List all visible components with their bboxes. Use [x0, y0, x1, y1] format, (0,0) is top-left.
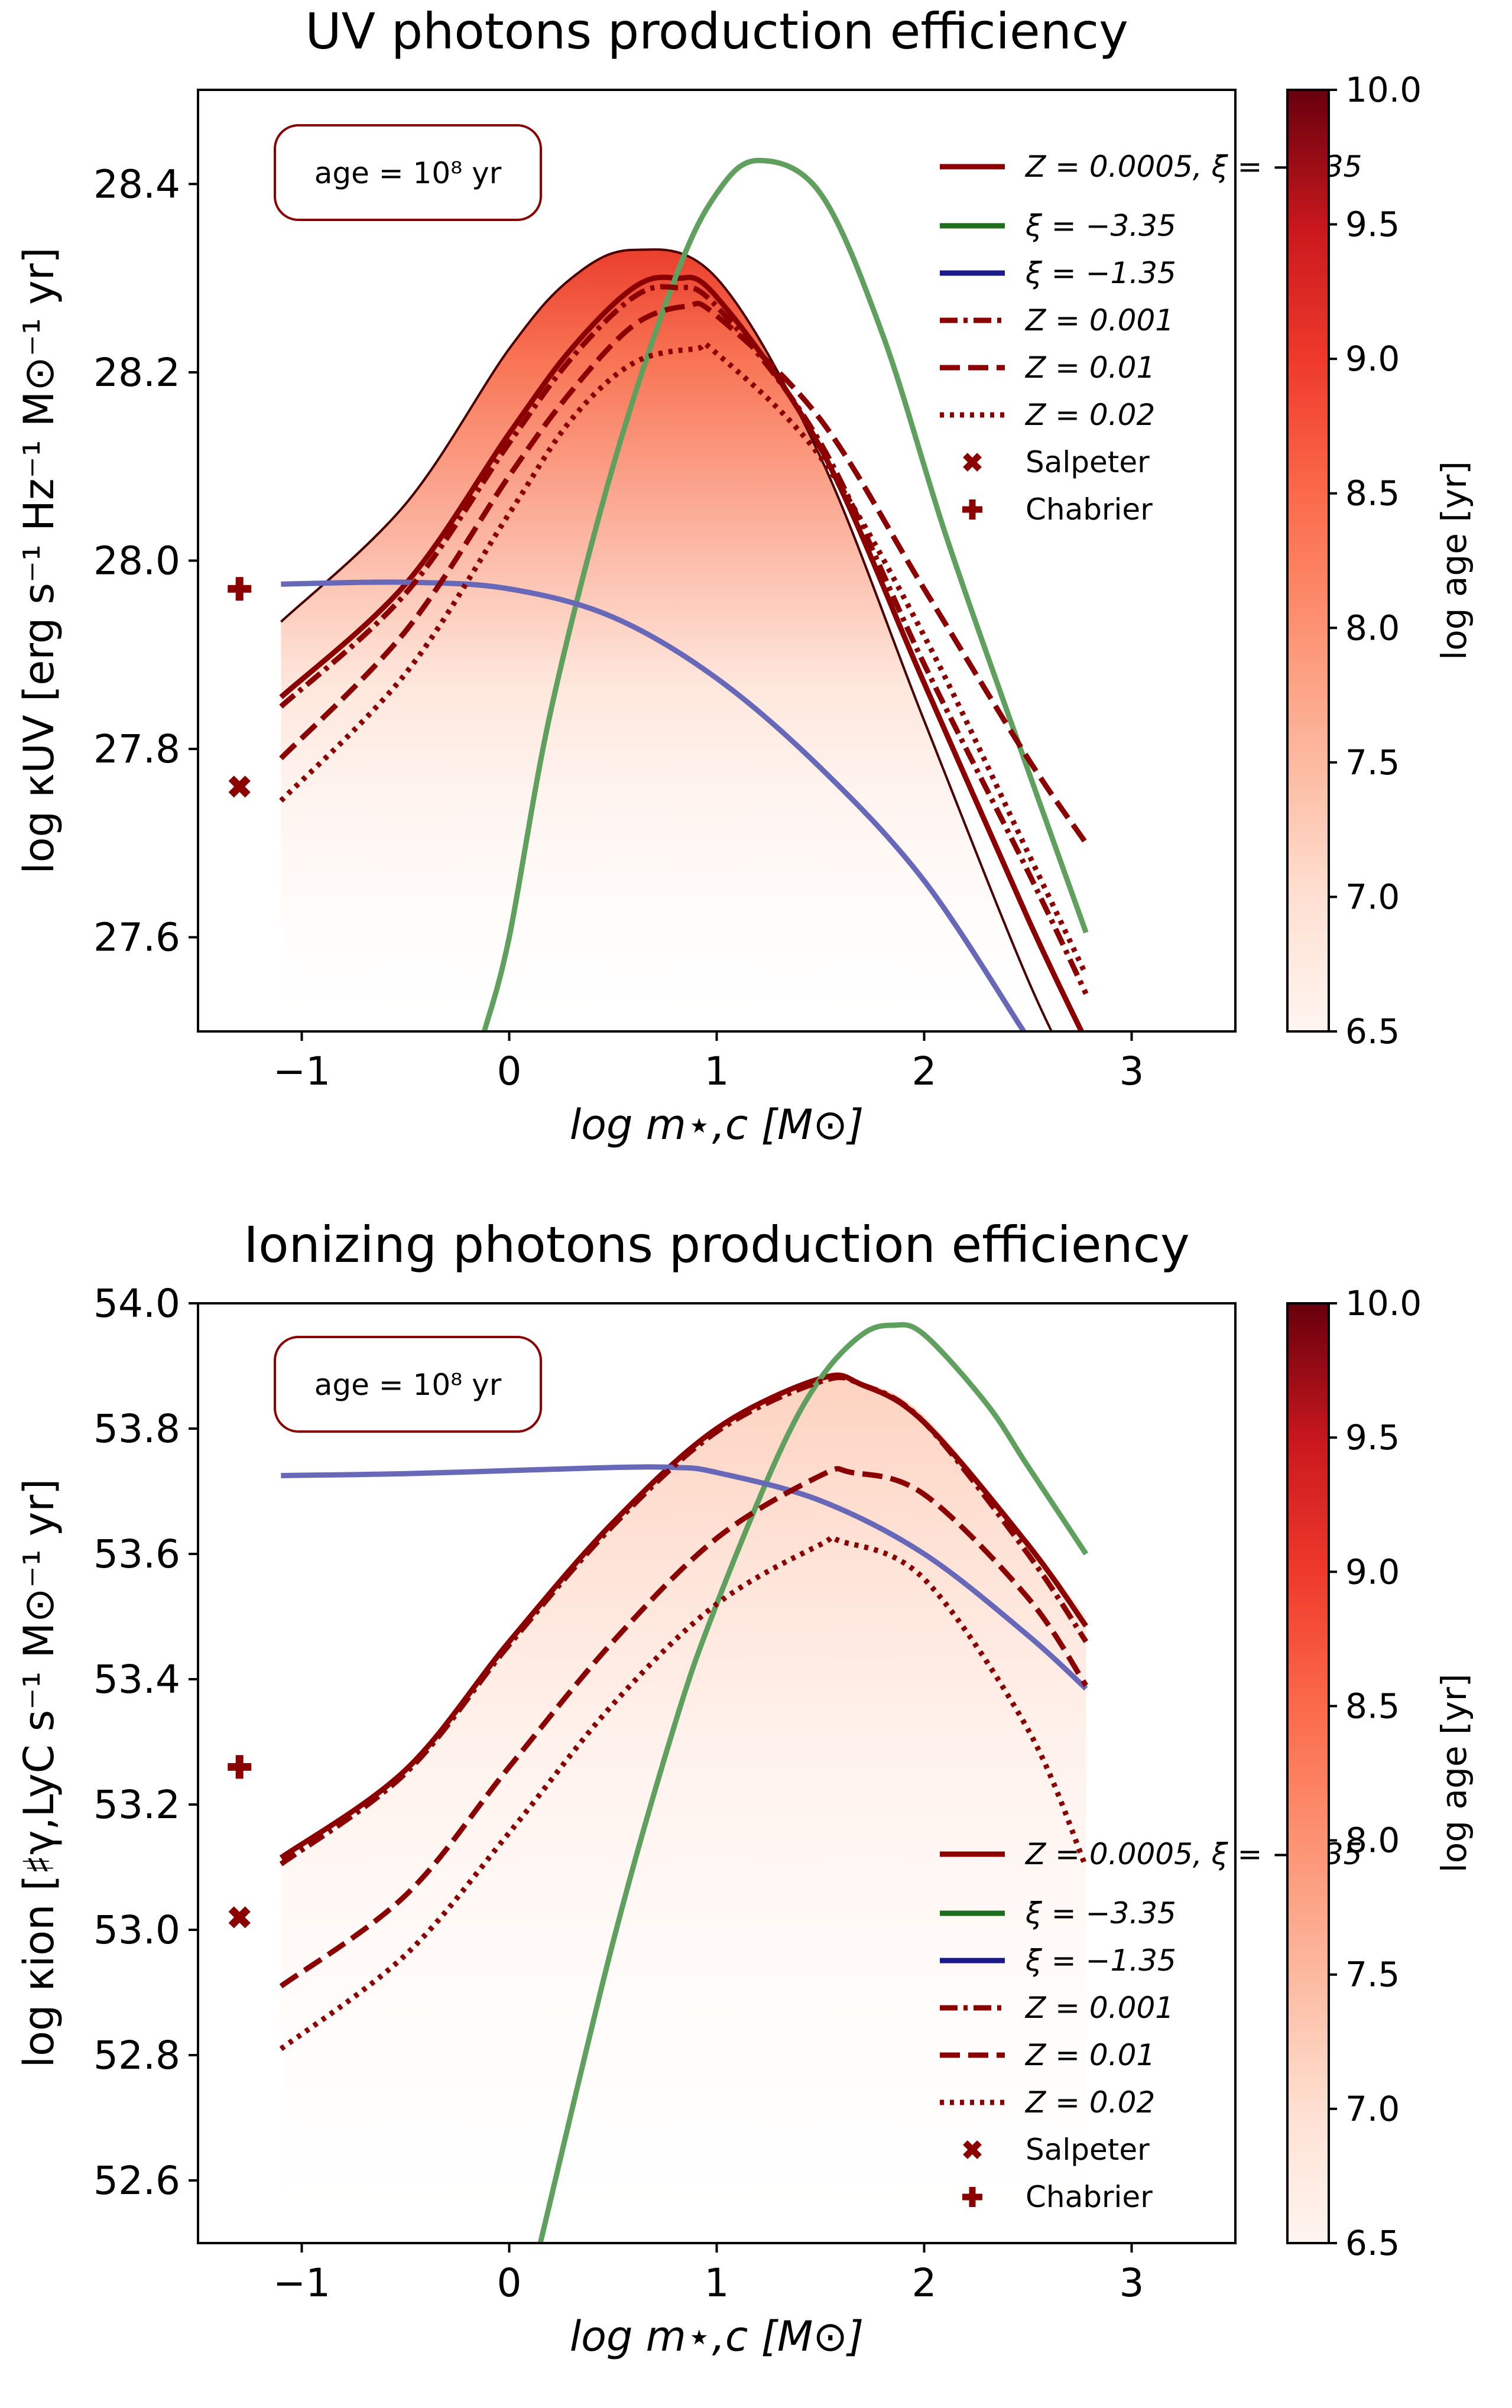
y-tick-label: 27.8 — [93, 726, 180, 772]
series-line-2 — [281, 579, 1026, 1031]
x-tick-label: 1 — [705, 1049, 729, 1094]
legend-label-1: ξ = −3.35 — [1025, 209, 1176, 243]
colorbar-tick-label: 9.5 — [1345, 205, 1400, 245]
chart-title: Ionizing photons production efficiency — [244, 1216, 1189, 1274]
y-axis-label: log κUV [erg s⁻¹ Hz⁻¹ M⊙⁻¹ yr] — [15, 247, 63, 874]
series-line-3 — [279, 1374, 1089, 1867]
colorbar-tick-label: 6.5 — [1345, 1011, 1400, 1052]
legend-chabrier-mark — [962, 499, 982, 520]
legend-marker-label-0: Salpeter — [1026, 2133, 1150, 2167]
legend-marker-label-1: Chabrier — [1026, 2180, 1153, 2214]
chabrier-plus-mark — [228, 1755, 252, 1779]
ionizing-panel: Ionizing photons production efficiency −1… — [15, 1216, 1474, 2361]
legend-label-4: Z = 0.01 — [1024, 2038, 1155, 2072]
colorbar-tick-label: 10.0 — [1345, 1283, 1422, 1323]
colorbar-tick-label: 9.0 — [1345, 1552, 1400, 1592]
colorbar-label: log age [yr] — [1434, 461, 1474, 660]
legend-salpeter-mark — [963, 2140, 982, 2159]
series-line-4 — [279, 300, 1089, 845]
chabrier-marker — [228, 1755, 252, 1779]
age-annotation-text: age = 10⁸ yr — [314, 156, 502, 190]
x-tick-label: 1 — [705, 2260, 729, 2306]
y-tick-label: 28.4 — [93, 161, 180, 207]
colorbar-tick-label: 7.0 — [1345, 2089, 1400, 2129]
legend-chabrier-mark — [962, 2187, 982, 2207]
x-tick-label: 0 — [497, 1049, 522, 1094]
y-tick-label: 54.0 — [93, 1281, 180, 1326]
series-line-3 — [279, 284, 1089, 995]
colorbar-tick-label: 6.5 — [1345, 2223, 1400, 2263]
uv-panel: UV photons production efficiency −1 0 1 2 3 27… — [15, 2, 1474, 1149]
salpeter-marker — [228, 1906, 251, 1929]
y-tick-label: 53.2 — [93, 1782, 180, 1828]
colorbar-tick-label: 8.0 — [1345, 1820, 1400, 1861]
salpeter-x-mark — [228, 775, 251, 798]
chabrier-plus-mark — [228, 577, 252, 601]
legend-label-1: ξ = −3.35 — [1025, 1896, 1176, 1930]
x-tick-label: 2 — [912, 1049, 937, 1094]
colorbar-tick-label: 7.0 — [1345, 877, 1400, 917]
colorbar-tick-label: 8.5 — [1345, 473, 1400, 514]
colorbar-tick-label: 7.5 — [1345, 742, 1400, 783]
x-tick-label: −1 — [273, 2260, 330, 2306]
salpeter-marker — [228, 775, 251, 798]
colorbar-tick-label: 8.5 — [1345, 1686, 1400, 1726]
plot-area — [279, 1322, 1089, 2243]
x-axis-label: log m⋆,c [M⊙] — [570, 1101, 864, 1149]
legend-label-3: Z = 0.001 — [1024, 303, 1174, 337]
legend-label-5: Z = 0.02 — [1024, 398, 1155, 432]
series-line-1 — [537, 1322, 1089, 2243]
chabrier-marker — [228, 577, 252, 601]
legend-marker-label-0: Salpeter — [1026, 445, 1150, 479]
colorbar-label: log age [yr] — [1434, 1674, 1474, 1873]
colorbar-tick-label: 7.5 — [1345, 1955, 1400, 1995]
y-tick-label: 28.2 — [93, 350, 180, 395]
colorbar — [1286, 89, 1330, 1033]
colorbar-tick-label: 10.0 — [1345, 70, 1422, 110]
x-tick-label: 2 — [912, 2260, 937, 2306]
y-tick-label: 52.8 — [93, 2033, 180, 2078]
y-tick-label: 53.0 — [93, 1907, 180, 1953]
x-axis-label: log m⋆,c [M⊙] — [570, 2312, 864, 2361]
x-tick-label: 3 — [1120, 1049, 1144, 1094]
y-tick-label: 53.6 — [93, 1531, 180, 1577]
legend-label-5: Z = 0.02 — [1024, 2085, 1155, 2120]
legend-label-2: ξ = −1.35 — [1025, 256, 1176, 290]
age-annotation-box — [274, 124, 542, 221]
series-line-5 — [279, 1534, 1089, 2051]
colorbar-tick-label: 8.0 — [1345, 608, 1400, 648]
age-envelope-edge — [280, 248, 1053, 1031]
salpeter-x-mark — [228, 1906, 251, 1929]
series-line-0 — [279, 274, 1085, 1031]
legend-label-2: ξ = −1.35 — [1025, 1943, 1176, 1978]
series-line-1 — [482, 157, 1089, 1031]
age-envelope-fill — [281, 1372, 1086, 2243]
plot-area — [279, 157, 1091, 1031]
age-annotation-box — [274, 1336, 542, 1433]
age-annotation-text: age = 10⁸ yr — [314, 1368, 502, 1402]
legend-label-4: Z = 0.01 — [1024, 351, 1155, 385]
y-tick-label: 53.8 — [93, 1406, 180, 1452]
y-tick-label: 28.0 — [93, 538, 180, 584]
x-tick-label: −1 — [273, 1049, 330, 1094]
series-line-2 — [281, 1464, 1088, 1691]
y-tick-label: 53.4 — [93, 1657, 180, 1702]
y-axis-label: log κion [♯γ,LyC s⁻¹ M⊙⁻¹ yr] — [15, 1479, 63, 2068]
colorbar-tick-label: 9.5 — [1345, 1417, 1400, 1458]
series-line-5 — [279, 340, 1089, 976]
legend-label-3: Z = 0.001 — [1024, 1991, 1174, 2025]
legend-marker-label-1: Chabrier — [1026, 492, 1153, 527]
legend-salpeter-mark — [963, 453, 982, 472]
y-tick-label: 27.6 — [93, 915, 180, 960]
series-line-4 — [279, 1466, 1089, 1989]
x-tick-label: 3 — [1120, 2260, 1144, 2306]
x-tick-label: 0 — [497, 2260, 522, 2306]
y-tick-label: 52.6 — [93, 2158, 180, 2203]
chart-title: UV photons production efficiency — [305, 2, 1128, 60]
colorbar-tick-label: 9.0 — [1345, 339, 1400, 379]
colorbar — [1286, 1302, 1330, 2244]
